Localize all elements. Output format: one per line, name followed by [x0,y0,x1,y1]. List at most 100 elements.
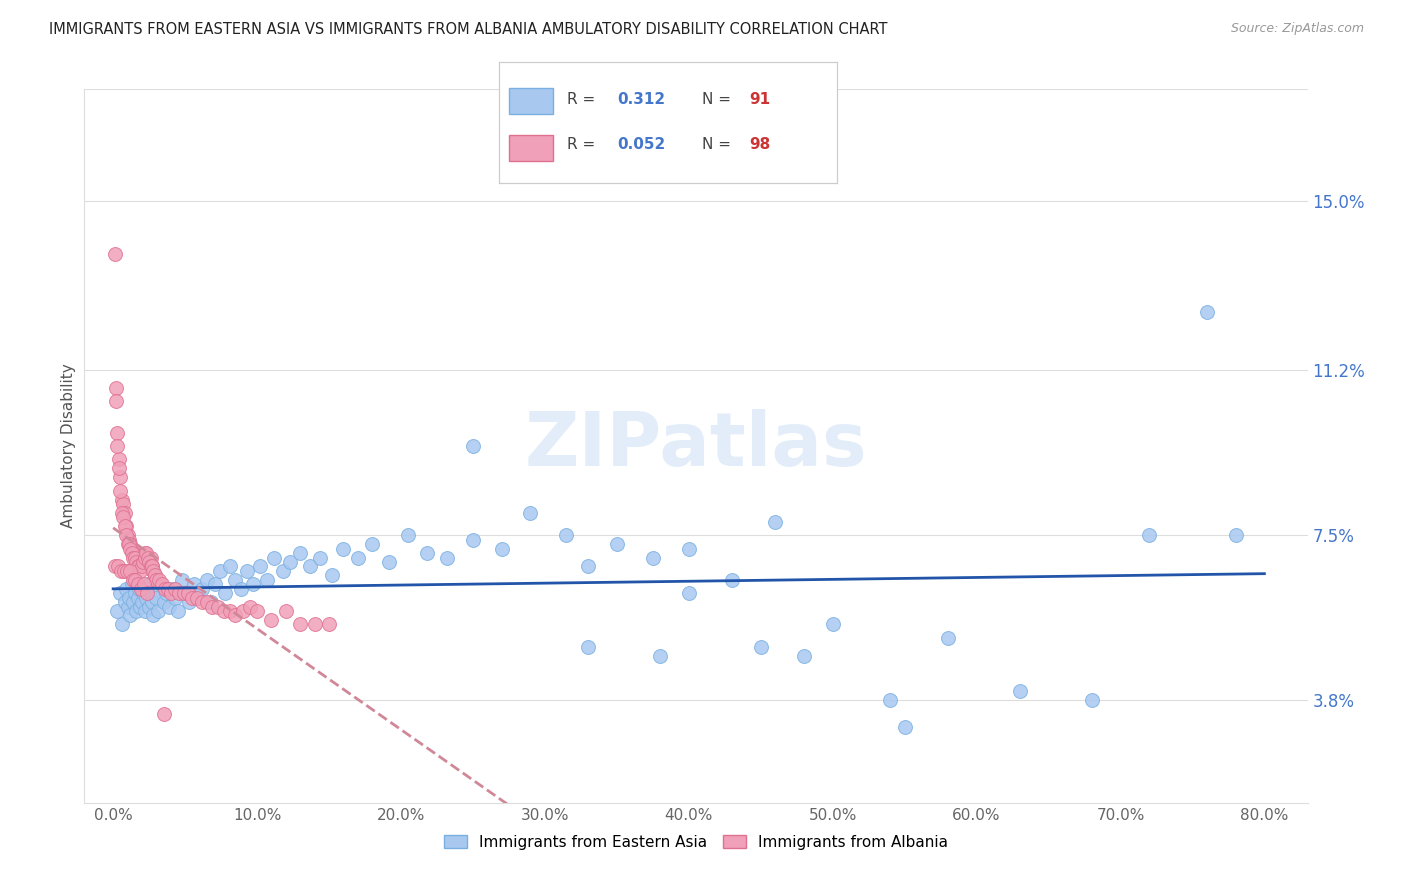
Point [224,608,246,623]
Point [179,595,201,609]
Point [107,439,129,453]
Point [132,550,155,565]
Point [108,452,131,467]
Point [122,595,145,609]
Point [131,595,153,609]
Point [191,595,214,609]
Point [108,461,131,475]
Point [142,608,165,623]
Point [111,492,134,507]
Point [274,604,297,618]
Text: 0.312: 0.312 [617,92,665,107]
Point [110,470,132,484]
Point [129,559,152,574]
Point [177,586,200,600]
Point [346,550,368,565]
Point [224,573,246,587]
Point [120,608,142,623]
Text: N =: N = [702,137,735,153]
Point [396,528,419,542]
Point [183,577,205,591]
Point [146,604,169,618]
Point [721,573,744,587]
Point [519,506,541,520]
Point [134,546,156,560]
Point [256,573,278,587]
Point [152,595,174,609]
Point [124,550,146,565]
Point [1225,528,1247,542]
Point [141,559,163,574]
Point [246,604,269,618]
Point [124,550,146,565]
Point [114,519,136,533]
Point [491,541,513,556]
Point [127,559,149,574]
Point [172,573,194,587]
Point [187,591,209,605]
Text: 0.052: 0.052 [617,137,665,153]
Point [131,555,153,569]
Point [278,555,301,569]
Point [141,559,163,574]
Point [124,573,146,587]
Point [111,617,134,632]
Point [105,381,128,395]
Point [236,564,259,578]
Point [139,550,162,565]
Point [141,595,163,609]
Point [231,582,253,596]
Point [163,591,186,605]
Point [309,550,332,565]
Point [793,648,815,663]
Point [195,595,218,609]
Point [135,591,157,605]
Point [107,604,129,618]
Point [125,604,148,618]
Y-axis label: Ambulatory Disability: Ambulatory Disability [60,364,76,528]
Point [132,555,155,569]
Point [132,586,155,600]
Point [239,599,262,614]
Point [299,559,322,574]
Point [893,720,915,734]
Point [152,706,174,721]
Point [290,617,312,632]
Point [129,564,152,578]
Point [1080,693,1102,707]
Point [290,546,312,560]
Point [1008,684,1031,698]
Point [169,586,191,600]
Point [121,577,143,591]
Point [136,577,159,591]
Point [118,533,141,547]
Point [145,591,167,605]
Point [118,591,141,605]
Point [436,550,458,565]
Point [200,595,222,609]
Point [174,586,197,600]
Point [132,577,155,591]
Point [134,550,156,565]
Point [749,640,772,654]
Point [139,559,162,574]
Point [155,586,177,600]
Point [120,541,142,556]
Point [110,586,132,600]
Point [149,577,172,591]
Point [118,564,141,578]
Point [153,582,176,596]
Point [576,640,599,654]
Point [121,541,143,556]
Point [321,568,343,582]
Legend: Immigrants from Eastern Asia, Immigrants from Albania: Immigrants from Eastern Asia, Immigrants… [439,829,953,855]
Text: R =: R = [567,92,600,107]
Point [167,604,190,618]
Point [129,582,152,596]
Point [117,537,139,551]
Point [112,564,135,578]
Point [678,541,700,556]
Point [125,550,148,565]
Point [204,577,226,591]
Point [150,577,173,591]
